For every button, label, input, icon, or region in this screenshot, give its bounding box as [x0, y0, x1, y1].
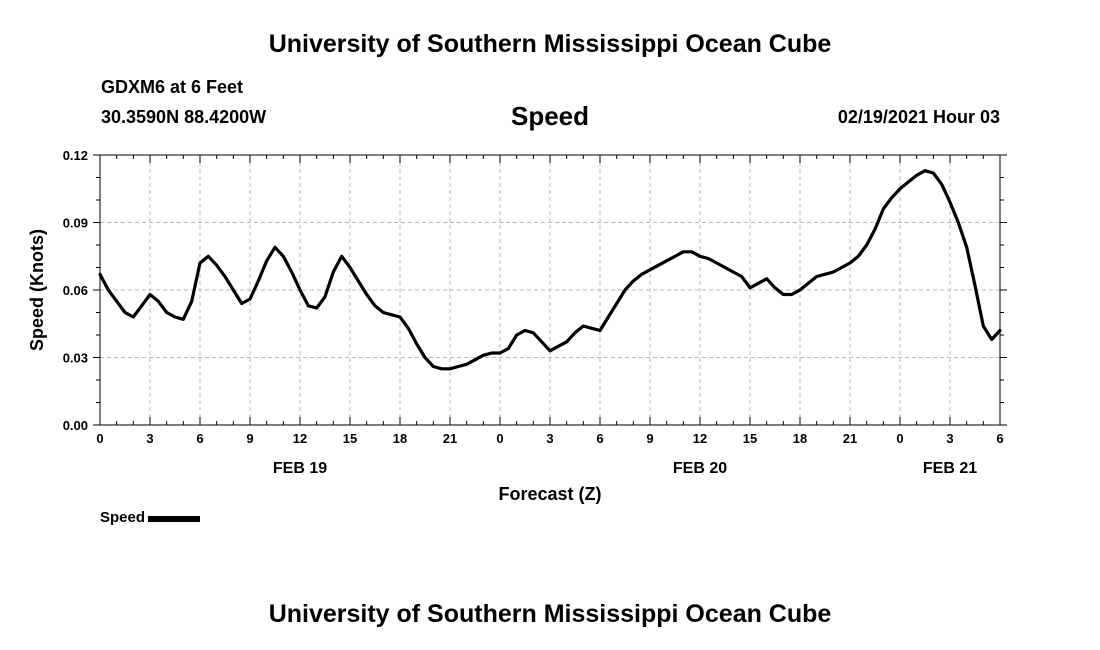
legend: Speed: [100, 509, 201, 526]
x-tick-label: 0: [96, 431, 103, 446]
x-tick-label: 12: [293, 431, 307, 446]
x-tick-label: 6: [196, 431, 203, 446]
footer-title: University of Southern Mississippi Ocean…: [268, 600, 832, 628]
plot-frame: [99, 154, 1001, 426]
y-tick-label: 0.00: [63, 418, 88, 433]
tick-layer: [93, 154, 1007, 426]
station-coordinates: 30.3590N 88.4200W: [101, 107, 267, 127]
series-layer: [98, 169, 1002, 371]
series-line-speed: [98, 169, 1002, 371]
x-tick-label: 21: [843, 431, 857, 446]
y-axis-title: Speed (Knots): [27, 229, 47, 351]
x-tick-label: 12: [693, 431, 707, 446]
run-datetime: 02/19/2021 Hour 03: [837, 107, 1000, 127]
x-tick-label: 18: [793, 431, 807, 446]
x-tick-label: 3: [146, 431, 153, 446]
x-tick-label: 0: [496, 431, 503, 446]
y-tick-label: 0.06: [63, 283, 88, 298]
x-tick-label: 18: [393, 431, 407, 446]
x-tick-label: 3: [946, 431, 953, 446]
day-label: FEB 19: [273, 460, 327, 477]
x-axis-title: Forecast (Z): [498, 484, 601, 504]
label-layer: 0 3 6 9 12 15 18 21 0 3 6 9 12 15 18 21 0 3 6 0.00 0.03 0.06 0…: [63, 148, 1004, 477]
x-tick-label: 0: [896, 431, 903, 446]
y-tick-label: 0.03: [63, 351, 88, 366]
day-label: FEB 21: [923, 460, 977, 477]
x-tick-label: 21: [443, 431, 457, 446]
x-tick-label: 3: [546, 431, 553, 446]
x-tick-label: 15: [343, 431, 357, 446]
x-tick-label: 9: [646, 431, 653, 446]
x-tick-label: 6: [996, 431, 1003, 446]
day-label: FEB 20: [673, 460, 727, 477]
y-tick-label: 0.12: [63, 148, 88, 163]
header-title: University of Southern Mississippi Ocean…: [268, 30, 832, 58]
station-name: GDXM6 at 6 Feet: [101, 77, 244, 97]
legend-swatch: [148, 516, 201, 522]
x-tick-label: 6: [596, 431, 603, 446]
x-tick-label: 9: [246, 431, 253, 446]
legend-label: Speed: [100, 509, 146, 526]
y-tick-label: 0.09: [63, 216, 88, 231]
x-tick-label: 15: [743, 431, 757, 446]
chart-title: Speed: [510, 101, 590, 131]
